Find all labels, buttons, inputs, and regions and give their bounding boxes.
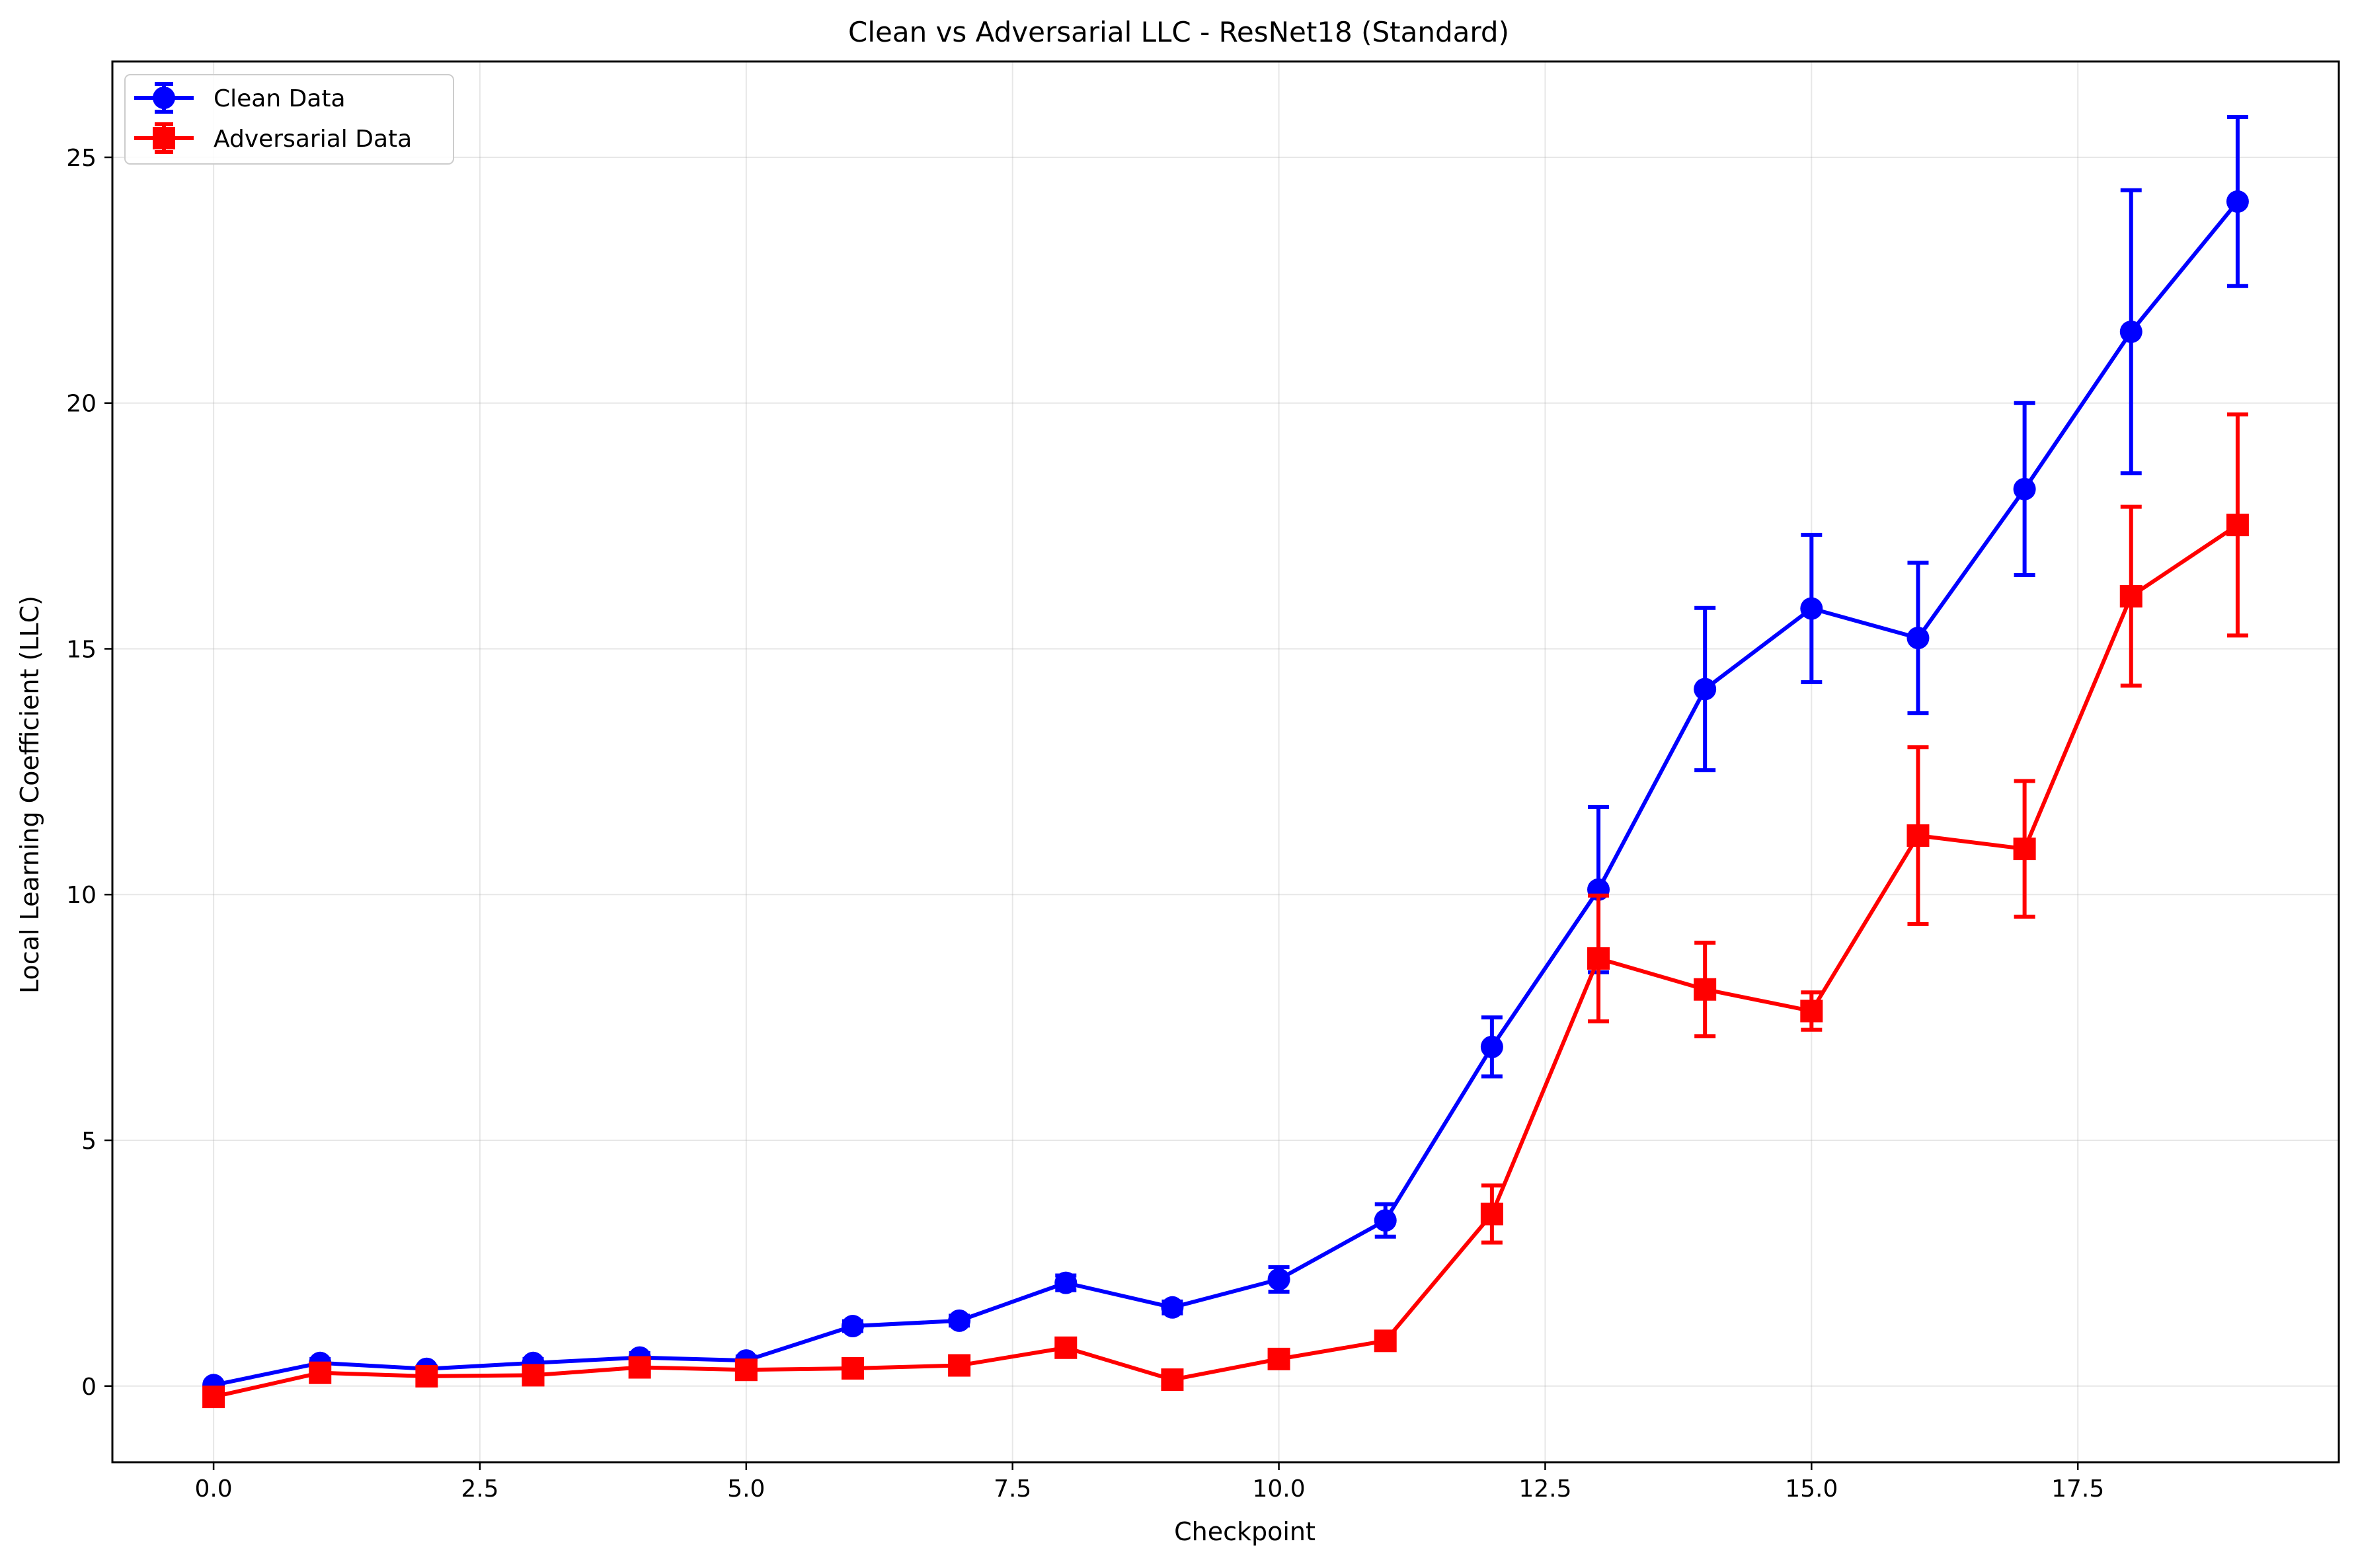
data-point (1267, 1347, 1290, 1370)
series-line (213, 200, 2240, 1388)
legend-item-adversarial-data: Adversarial Data (134, 122, 412, 154)
data-point (1480, 1202, 1503, 1226)
data-point (948, 1309, 971, 1332)
legend-marker (153, 87, 175, 109)
x-tick-label: 0.0 (194, 1475, 232, 1503)
data-point (2119, 320, 2142, 343)
series-layer (202, 115, 2249, 1409)
data-point (1374, 1209, 1397, 1232)
data-point (948, 1354, 971, 1377)
legend-box (124, 74, 454, 165)
y-tick-label: 0 (81, 1374, 97, 1401)
data-point (415, 1364, 438, 1388)
y-tick-label: 10 (66, 882, 97, 909)
x-tick-label: 10.0 (1252, 1475, 1305, 1503)
data-point (2013, 477, 2036, 500)
y-axis-label: Local Learning Coefficient (LLC) (15, 596, 44, 994)
y-tick-label: 5 (81, 1128, 97, 1155)
data-point (1267, 1268, 1290, 1291)
data-point (1906, 824, 1930, 847)
data-point (1800, 597, 1823, 620)
x-tick-label: 7.5 (994, 1475, 1031, 1503)
data-point (734, 1358, 758, 1382)
data-point (1694, 978, 1717, 1001)
data-point (1906, 627, 1930, 650)
data-point (1587, 947, 1610, 970)
data-point (202, 1386, 225, 1409)
series-adversarial-data (202, 412, 2249, 1409)
legend: Clean Data Adversarial Data (124, 74, 454, 165)
axis-ticks: 0.0 2.5 5.0 7.5 10.0 12.5 15.0 17.5 0 5 10 15 20 25 (66, 145, 2104, 1503)
data-point (841, 1315, 864, 1338)
series-line (213, 523, 2239, 1399)
series-clean-data (202, 115, 2249, 1397)
data-point (1800, 1000, 1823, 1023)
grid-lines (112, 61, 2339, 1462)
data-point (309, 1361, 332, 1384)
data-point (2226, 514, 2249, 537)
data-point (2119, 584, 2142, 608)
data-point (1694, 678, 1717, 701)
data-point (628, 1356, 651, 1379)
data-point (522, 1364, 545, 1387)
y-tick-label: 20 (66, 391, 97, 418)
x-tick-label: 17.5 (2051, 1475, 2104, 1503)
x-tick-label: 2.5 (461, 1475, 498, 1503)
legend-label: Clean Data (214, 85, 346, 112)
y-tick-label: 25 (66, 145, 97, 172)
x-axis-label: Checkpoint (1174, 1517, 1316, 1546)
legend-marker (153, 127, 175, 149)
x-tick-label: 5.0 (727, 1475, 765, 1503)
legend-label: Adversarial Data (214, 126, 412, 153)
x-tick-label: 15.0 (1785, 1475, 1838, 1503)
data-point (1161, 1296, 1184, 1319)
data-point (841, 1356, 864, 1380)
data-point (1374, 1329, 1397, 1352)
data-point (1480, 1035, 1503, 1058)
data-point (2013, 838, 2036, 861)
data-point (1054, 1271, 1078, 1294)
plot-frame (111, 60, 2340, 1464)
chart-title: Clean vs Adversarial LLC - ResNet18 (Sta… (848, 16, 1509, 48)
legend-item-clean-data: Clean Data (134, 82, 346, 114)
data-point (1054, 1336, 1078, 1359)
data-point (2226, 190, 2249, 213)
data-point (1161, 1368, 1184, 1392)
x-tick-label: 12.5 (1518, 1475, 1571, 1503)
y-tick-label: 15 (66, 636, 97, 663)
